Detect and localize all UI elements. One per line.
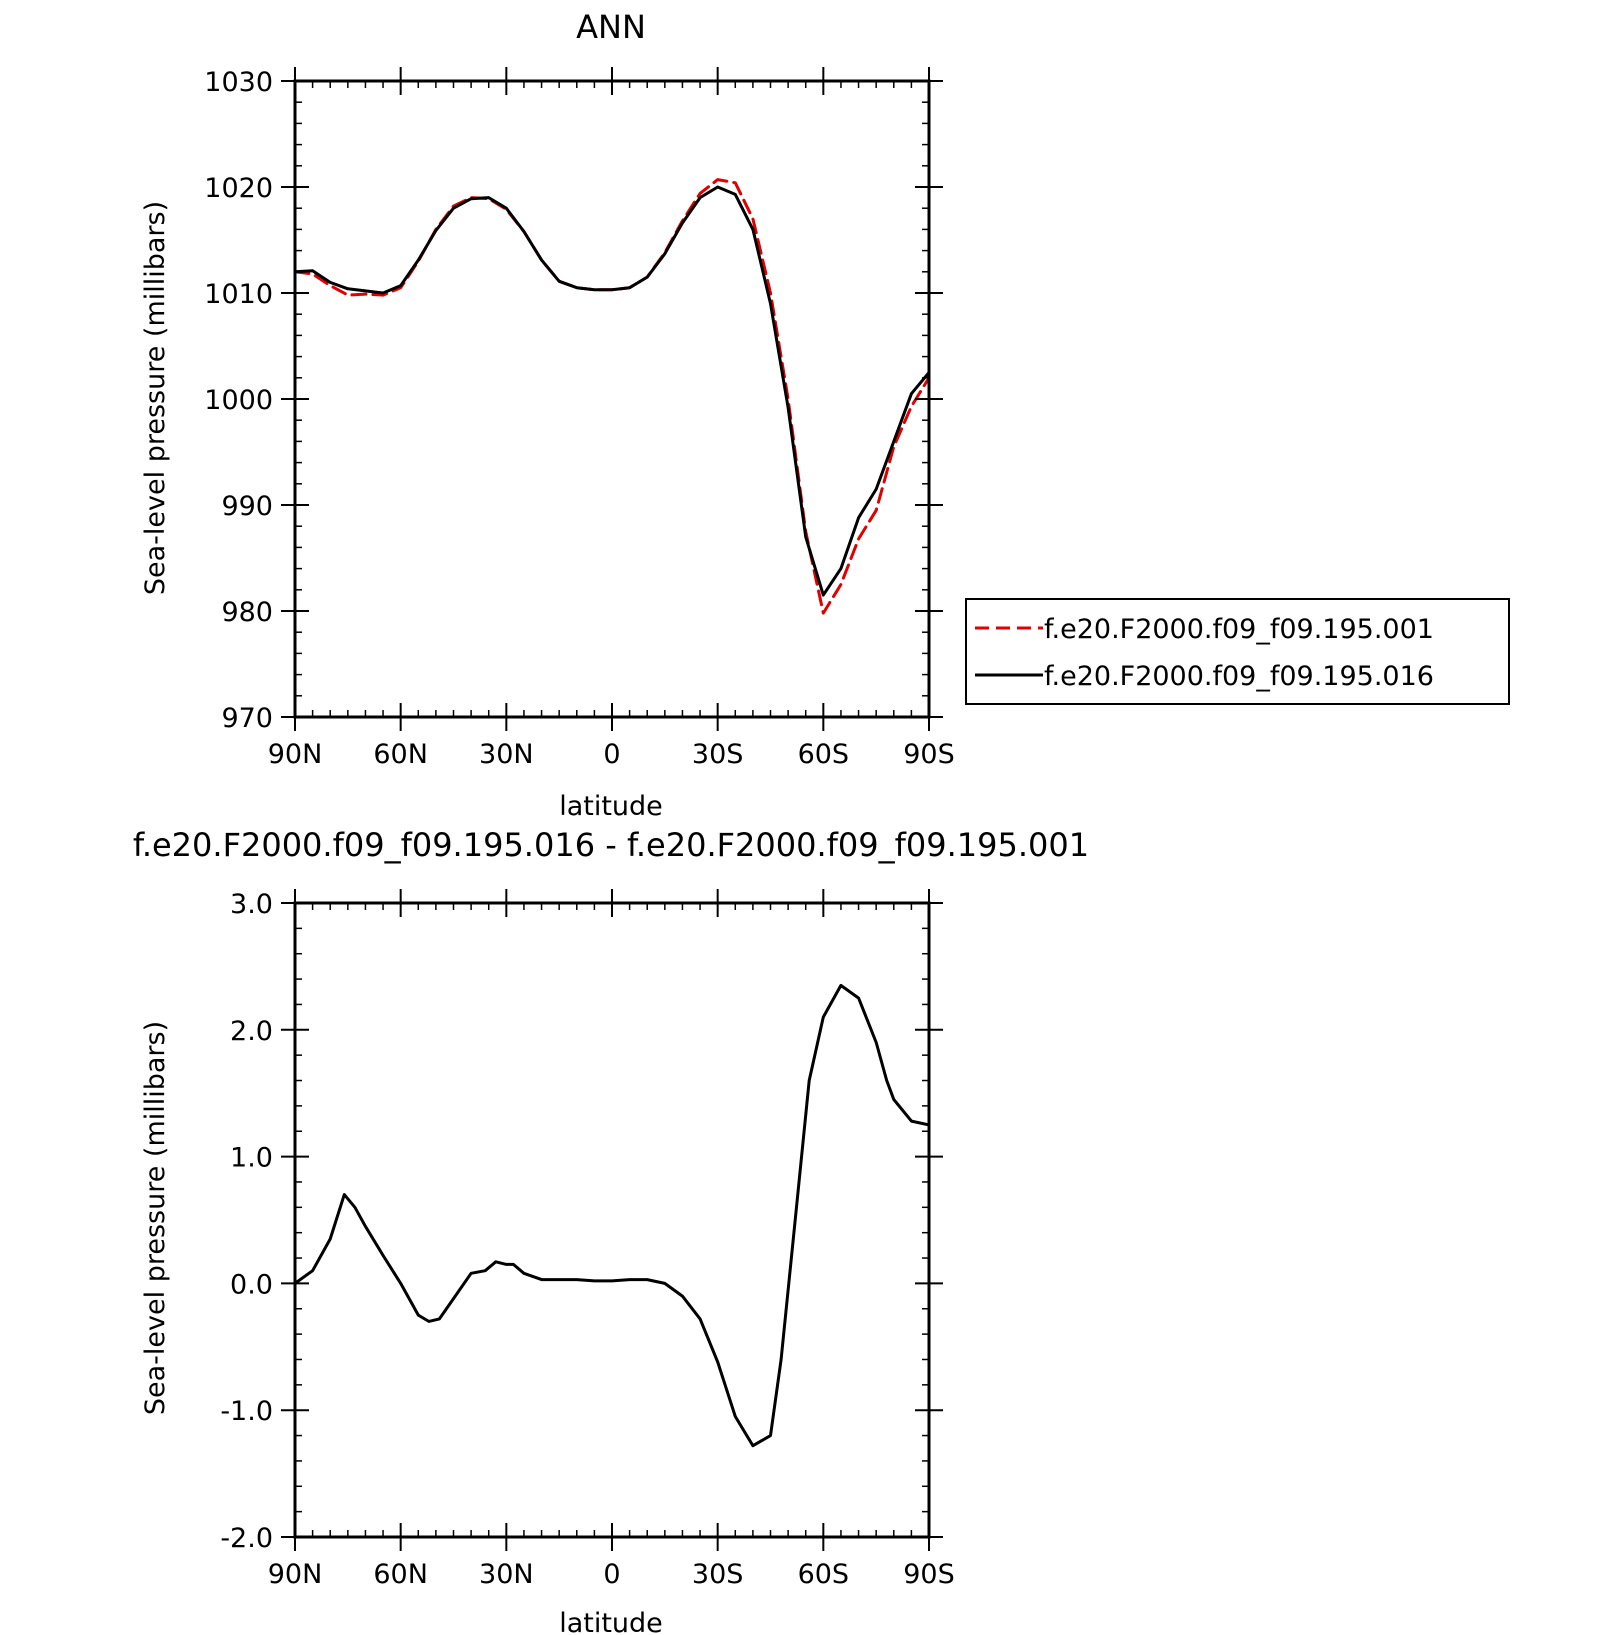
top-chart-x-tick-label: 0 [603,739,620,770]
bottom-chart-y-axis-label: Sea-level pressure (millibars) [140,1021,171,1415]
bottom-chart-x-tick-label: 30N [479,1559,534,1590]
bottom-chart-x-axis-label: latitude [559,1608,663,1635]
top-chart-panel: ANN 90N 60N 30N 0 30S 60S 90S 970 980 990 1000 1010… [140,8,955,822]
bottom-chart-y-tick-label: -2.0 [220,1523,273,1554]
bottom-chart-y-tick-label: 2.0 [230,1016,273,1047]
top-chart-series-line-2 [295,185,929,597]
legend-label-series-1: f.e20.F2000.f09_f09.195.001 [1044,614,1434,645]
top-chart-x-tick-label: 60N [373,739,428,770]
top-chart-y-tick-label: 1020 [204,173,273,204]
legend-box [965,598,1510,705]
bottom-chart-x-tick-label: 30S [692,1559,744,1590]
top-chart-y-tick-label: 1030 [204,67,273,98]
legend-label-series-2: f.e20.F2000.f09_f09.195.016 [1044,661,1434,692]
top-chart-x-axis-label: latitude [559,791,663,822]
top-chart-y-tick-label: 990 [221,491,273,522]
bottom-chart-y-tick-label: -1.0 [220,1396,273,1427]
top-chart-x-tick-label: 90N [268,739,323,770]
bottom-chart-x-tick-label: 90N [268,1559,323,1590]
top-chart-title: ANN [576,8,646,46]
top-chart-series-line-1 [295,178,929,615]
top-chart-y-tick-label: 970 [221,703,273,734]
bottom-chart-x-tick-label: 60N [373,1559,428,1590]
bottom-chart-title: f.e20.F2000.f09_f09.195.016 - f.e20.F200… [133,826,1089,864]
bottom-chart-y-tick-label: 3.0 [230,889,273,920]
bottom-chart-x-tick-label: 0 [603,1559,620,1590]
bottom-chart-y-tick-label: 1.0 [230,1143,273,1174]
top-chart-x-tick-label: 30N [479,739,534,770]
bottom-chart-y-tick-label: 0.0 [230,1269,273,1300]
top-chart-y-tick-label: 1010 [204,279,273,310]
bottom-chart-x-tick-label: 90S [903,1559,955,1590]
bottom-chart-x-tick-label: 60S [798,1559,850,1590]
top-chart-y-tick-label: 980 [221,597,273,628]
legend: f.e20.F2000.f09_f09.195.001 f.e20.F2000.… [965,598,1510,705]
top-chart-x-tick-label: 60S [798,739,850,770]
top-chart-x-tick-label: 90S [903,739,955,770]
bottom-chart-panel: f.e20.F2000.f09_f09.195.016 - f.e20.F200… [133,826,1089,1635]
top-chart-x-tick-label: 30S [692,739,744,770]
top-chart-plot-frame [293,79,931,719]
bottom-chart-series-line-1 [295,983,929,1448]
top-chart-y-axis-label: Sea-level pressure (millibars) [140,201,171,595]
top-chart-y-tick-label: 1000 [204,385,273,416]
